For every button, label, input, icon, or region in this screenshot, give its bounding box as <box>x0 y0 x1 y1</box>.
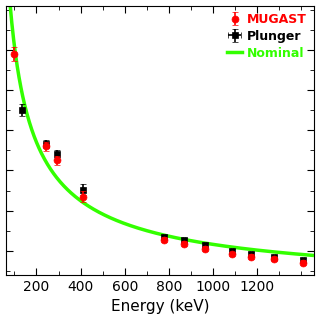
Nominal <box>172 235 175 239</box>
Line: Nominal: Nominal <box>10 3 312 255</box>
Nominal <box>152 231 156 235</box>
X-axis label: Energy (keV): Energy (keV) <box>111 300 209 315</box>
Nominal <box>256 248 260 252</box>
Nominal <box>303 253 307 257</box>
Nominal <box>153 231 157 235</box>
Nominal <box>188 239 192 243</box>
Nominal <box>310 253 314 257</box>
Legend: MUGAST, Plunger, Nominal: MUGAST, Plunger, Nominal <box>222 8 312 65</box>
Nominal <box>8 1 12 5</box>
